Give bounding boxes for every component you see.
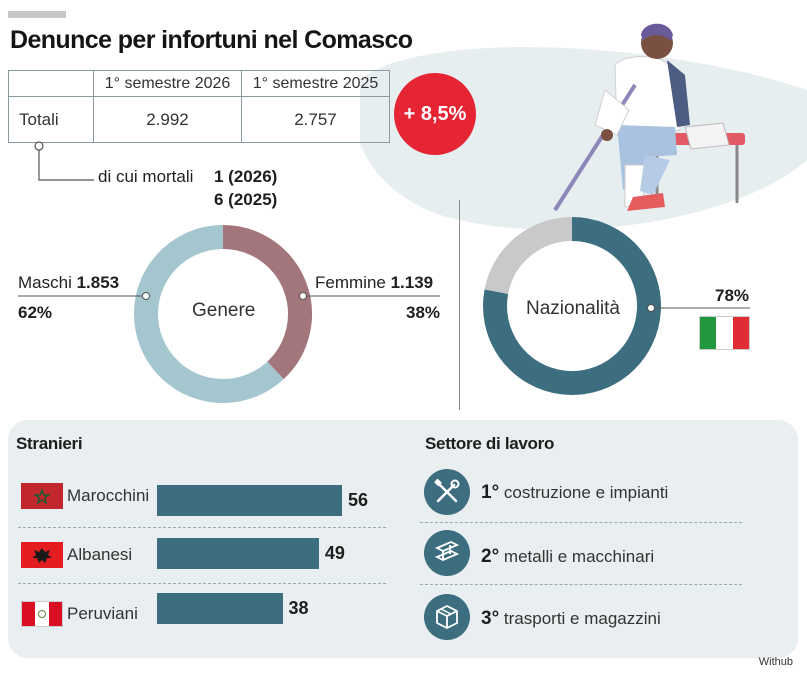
morocco-flag-icon bbox=[21, 483, 63, 509]
nationality-donut-chart bbox=[483, 217, 661, 395]
row-separator bbox=[420, 522, 742, 523]
gender-donut-chart bbox=[134, 225, 312, 403]
background-shape bbox=[360, 47, 807, 230]
value-2025: 2.757 bbox=[241, 96, 390, 143]
bar-albanesi bbox=[157, 538, 319, 569]
gender-donut-label: Genere bbox=[192, 300, 256, 321]
foreigner-label-3: Peruviani bbox=[67, 604, 138, 623]
col-header-2026: 1° semestre 2026 bbox=[93, 70, 242, 97]
foreigner-label-2: Albanesi bbox=[67, 545, 133, 564]
fatal-value-2025: 6 (2025) bbox=[214, 190, 278, 209]
row-separator bbox=[420, 584, 742, 585]
bar-value-peruviani: 38 bbox=[288, 598, 309, 618]
page-title: Denunce per infortuni nel Comasco bbox=[10, 26, 413, 54]
bar-value-marocchini: 56 bbox=[348, 490, 369, 510]
sector-rank-3: 3° bbox=[481, 608, 500, 629]
male-pct: 62% bbox=[18, 303, 53, 322]
foreigner-label-1: Marocchini bbox=[67, 486, 150, 505]
female-label: Femmine bbox=[315, 273, 386, 292]
bar-value-albanesi: 49 bbox=[324, 543, 345, 563]
metal-beam-icon bbox=[424, 530, 470, 576]
sector-row-2: 2° metalli e macchinari bbox=[481, 546, 654, 568]
fatal-label: di cui mortali bbox=[98, 167, 194, 186]
italy-flag-icon bbox=[699, 316, 750, 350]
row-separator bbox=[18, 527, 386, 528]
bar-marocchini bbox=[157, 485, 342, 516]
slice-stranieri bbox=[484, 217, 573, 295]
sector-rank-1: 1° bbox=[481, 482, 500, 503]
slice-italiani bbox=[483, 217, 661, 395]
table-corner bbox=[8, 70, 94, 97]
bar-peruviani bbox=[157, 593, 283, 624]
male-value: 1.853 bbox=[76, 273, 120, 292]
female-pct: 38% bbox=[406, 303, 441, 322]
fatal-connector-line bbox=[34, 141, 94, 181]
value-2026: 2.992 bbox=[93, 96, 242, 143]
female-value: 1.139 bbox=[390, 273, 434, 292]
foreigners-title: Stranieri bbox=[16, 434, 83, 453]
slice-maschi bbox=[134, 225, 284, 403]
bottom-panel bbox=[8, 420, 798, 658]
sector-label-3: trasporti e magazzini bbox=[503, 609, 661, 628]
credit-text: Withub bbox=[758, 656, 793, 668]
sector-label-2: metalli e macchinari bbox=[503, 547, 655, 566]
package-icon bbox=[424, 594, 470, 640]
injured-person-illustration bbox=[553, 23, 745, 212]
fatal-value-2026: 1 (2026) bbox=[214, 167, 278, 186]
row-separator bbox=[18, 583, 386, 584]
tools-icon bbox=[424, 469, 470, 515]
peru-flag-icon bbox=[21, 601, 63, 627]
male-label-row: Maschi 1.853 bbox=[18, 273, 119, 293]
sector-rank-2: 2° bbox=[481, 546, 500, 567]
slice-femmine bbox=[222, 225, 312, 380]
sector-row-1: 1° costruzione e impianti bbox=[481, 482, 668, 504]
col-header-2025: 1° semestre 2025 bbox=[241, 70, 390, 97]
albania-flag-icon bbox=[21, 542, 63, 568]
male-label: Maschi bbox=[18, 273, 72, 292]
sector-row-3: 3° trasporti e magazzini bbox=[481, 608, 661, 630]
italian-pct: 78% bbox=[715, 286, 750, 305]
change-badge: + 8,5% bbox=[394, 73, 476, 155]
sector-label-1: costruzione e impianti bbox=[503, 483, 669, 502]
female-label-row: Femmine 1.139 bbox=[315, 273, 433, 293]
sectors-title: Settore di lavoro bbox=[425, 434, 555, 453]
totals-table: 1° semestre 2026 1° semestre 2025 Totali… bbox=[8, 70, 390, 143]
nationality-donut-label: Nazionalità bbox=[526, 298, 620, 319]
gender-leader-lines bbox=[18, 292, 440, 300]
nationality-leader-line bbox=[647, 304, 750, 312]
row-label-totali: Totali bbox=[8, 96, 94, 143]
section-divider bbox=[459, 200, 460, 410]
top-accent-bar bbox=[8, 11, 66, 18]
